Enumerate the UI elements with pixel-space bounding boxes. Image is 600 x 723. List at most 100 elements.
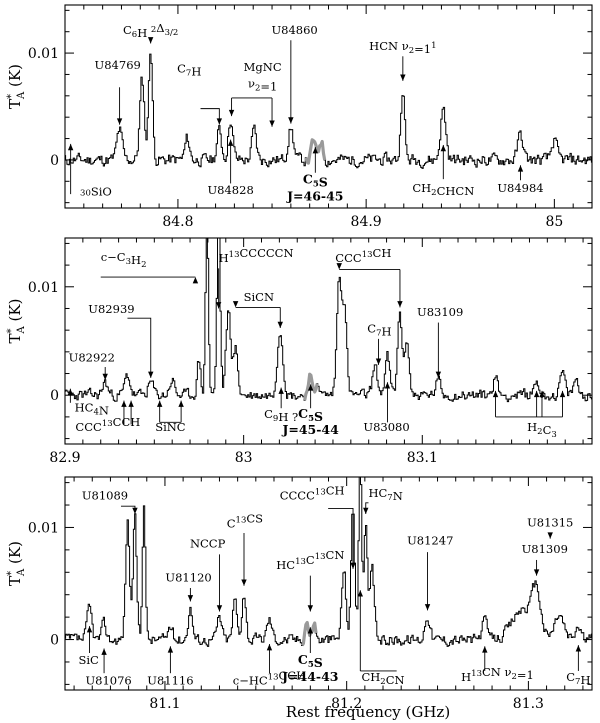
arrow-head: [307, 627, 314, 634]
label-hc13c13cn: HC13C13CN: [276, 548, 344, 572]
label-h13cn-v2: H13CN ν2=1: [461, 665, 534, 684]
arrow-head: [148, 371, 154, 378]
y-axis-title: T*A (K): [6, 64, 27, 109]
label-u84860: U84860: [271, 23, 317, 37]
label-c9h: C9H ?: [264, 407, 298, 424]
label-u81315: U81315: [527, 515, 573, 529]
label-u81120: U81120: [165, 570, 211, 584]
y-tick-label: 0: [50, 633, 59, 649]
y-tick-label: 0: [50, 388, 59, 404]
label-u84828: U84828: [207, 183, 253, 197]
label-sic: SiC: [78, 653, 99, 667]
label-mgnc: MgNC: [244, 60, 282, 74]
x-tick-label: 84.9: [351, 214, 382, 230]
arrow-head: [492, 390, 499, 398]
label-sicn: SiCN: [244, 290, 274, 304]
y-tick-label: 0.01: [28, 520, 59, 536]
label-mgnc-v2: ν2=1: [248, 76, 277, 93]
arrow-head: [128, 400, 134, 407]
arrow-head: [102, 373, 108, 381]
arrow-head: [307, 605, 314, 612]
y-tick-label: 0: [50, 153, 59, 169]
arrow-head: [232, 301, 239, 308]
leader-line: [328, 507, 354, 569]
label-u84984: U84984: [497, 181, 543, 195]
spectrum-panel-3: 81.1 81.2 81.300.01T*A (K)U81089NCCPC13CSU…: [6, 476, 593, 712]
leader-line: [127, 317, 152, 378]
arrow-head: [533, 390, 540, 398]
arrow-head: [67, 143, 74, 151]
x-axis-title: Rest frequency (GHz): [286, 703, 450, 721]
arrow-head: [227, 139, 234, 146]
x-tick-label: 81.2: [331, 696, 362, 712]
label-sinc: SiNC: [155, 420, 186, 434]
label-u81116: U81116: [147, 673, 193, 687]
arrow-head: [278, 387, 284, 394]
arrow-head: [336, 263, 342, 270]
x-tick-label: 81.3: [513, 696, 544, 712]
label-c5s-44: C5S: [298, 652, 323, 670]
arrow-head: [517, 165, 524, 172]
label-hcn-v2: HCN ν2=11: [369, 39, 436, 56]
arrow-head: [132, 507, 138, 514]
label-u81089: U81089: [82, 488, 128, 502]
arrow-head: [228, 109, 235, 117]
label-u82939: U82939: [88, 302, 134, 316]
bracket-line: [235, 306, 281, 328]
label-ccc13cch: CCC13CCH: [75, 415, 140, 434]
spectrum-panel-2: 82.9 83 83.1 0 0.01T*A (K) c−C3H2 H13CCCCCN SiC…: [6, 237, 593, 466]
arrow-head: [288, 117, 294, 124]
bracket-line: [359, 590, 397, 672]
arrow-head: [539, 390, 545, 398]
c5s-highlight-line: [303, 372, 319, 401]
plot-frame: [64, 237, 593, 445]
arrow-head: [424, 604, 431, 611]
arrow-head: [67, 388, 74, 396]
label-c7h-3: C7H: [566, 670, 590, 687]
arrow-head: [192, 277, 199, 284]
arrow-head: [121, 400, 127, 407]
label-c7h: C7H: [177, 61, 201, 78]
spectrum-trace: [65, 238, 592, 403]
arrow-head: [216, 118, 223, 125]
arrow-head: [241, 579, 247, 586]
x-tick-label: 85: [545, 214, 563, 230]
label-c6h: C6H 2Δ3/2: [123, 21, 178, 40]
label-j-46-45: J=46-45: [286, 189, 343, 204]
label-u81309: U81309: [522, 542, 568, 556]
arrow-head: [187, 595, 194, 602]
arrow-head: [307, 384, 314, 391]
spectrum-trace: [65, 53, 592, 169]
annotations: 30SiO U84769 C6H 2Δ3/2 C7H MgNC ν2=1 U84860 HCN…: [67, 21, 544, 204]
arrow-head: [400, 74, 406, 81]
label-c-hc13cch: c−HC13CCH: [233, 668, 306, 687]
label-nccp: NCCP: [190, 537, 226, 551]
label-ccc13ch: CCC13CH: [335, 246, 391, 265]
bracket-line: [339, 268, 401, 308]
x-tick-label: 81.1: [149, 696, 180, 712]
label-hc7n: HC7N: [368, 486, 402, 503]
arrow-head: [266, 644, 273, 651]
arrow-head: [156, 400, 163, 407]
label-c7h-2: C7H: [367, 321, 391, 338]
spectrum-panel-1: 84.8 84.9 85 0 0.01T*A (K) 30SiO U84769 C6H 2Δ3…: [6, 4, 593, 230]
c5s-highlight-line: [300, 620, 318, 647]
arrow-head: [440, 144, 447, 152]
arrow-head: [178, 400, 184, 407]
label-c-c3h2: c−C3H2: [101, 250, 147, 270]
arrow-head: [269, 120, 275, 127]
spectrum-trace: [65, 477, 592, 647]
label-u83080: U83080: [363, 420, 409, 434]
label-cccc13ch: CCCC13CH: [280, 483, 345, 502]
arrow-head: [435, 371, 442, 378]
label-ch2chcn: CH2CHCN: [412, 181, 474, 198]
bracket-line: [231, 97, 273, 127]
label-30sio: 30SiO: [80, 185, 112, 199]
arrow-head: [375, 358, 382, 365]
leader-line: [120, 505, 136, 514]
arrow-head: [101, 648, 107, 655]
x-tick-label: 82.9: [49, 450, 80, 466]
arrow-head: [167, 646, 174, 653]
